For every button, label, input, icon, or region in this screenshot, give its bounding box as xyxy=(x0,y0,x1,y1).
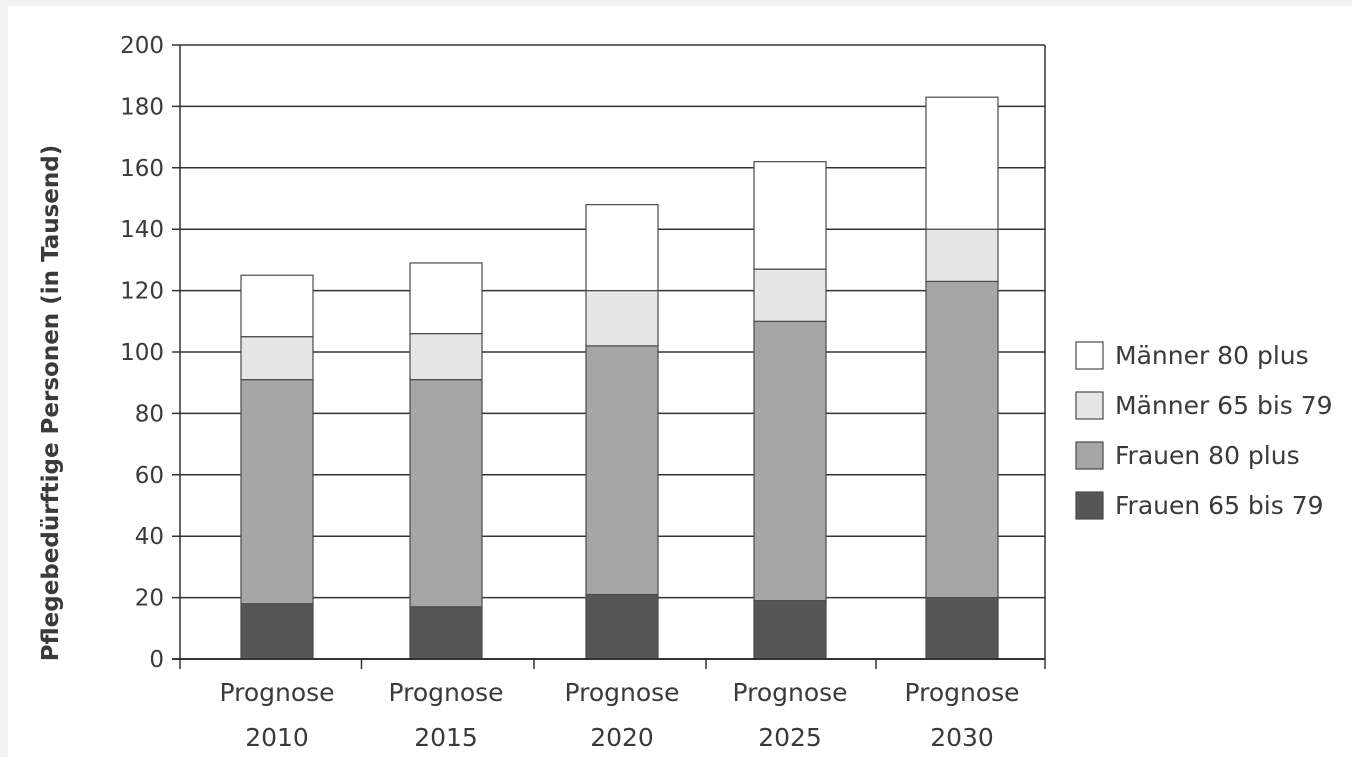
legend-label: Frauen 65 bis 79 xyxy=(1115,491,1324,520)
bar-segment xyxy=(753,268,827,322)
y-tick-label: 140 xyxy=(120,217,164,243)
y-tick-labels: 0 20 40 60 80 100 120 140 160 180 200 xyxy=(120,33,164,673)
bar-segment xyxy=(585,593,659,660)
legend-swatch xyxy=(1075,491,1104,520)
bar-segment xyxy=(925,280,999,599)
x-tick-label: Prognose xyxy=(904,678,1019,707)
bar-segment xyxy=(409,332,483,381)
legend-label: Männer 80 plus xyxy=(1115,341,1309,370)
bar-segment xyxy=(409,379,483,608)
x-tick-labels: Prognose 2010 Prognose 2015 Prognose 2020 Prog… xyxy=(219,678,1019,752)
y-axis-label: Pflegebedürftige Personen (in Tausend) xyxy=(38,145,64,661)
x-tick-label: Prognose xyxy=(564,678,679,707)
bar-segment xyxy=(585,345,659,596)
bar-segment xyxy=(925,96,999,230)
y-tick-label: 40 xyxy=(135,524,164,550)
bar-segment xyxy=(409,262,483,335)
y-tick-label: 180 xyxy=(120,94,164,120)
y-tick-label: 100 xyxy=(120,340,164,366)
legend: Männer 80 plus Männer 65 bis 79 Frauen 80 … xyxy=(1075,341,1333,520)
bar-segment xyxy=(585,290,659,347)
bar-segment xyxy=(240,274,314,338)
y-tick-label: 20 xyxy=(135,586,164,612)
y-tick-label: 120 xyxy=(120,279,164,305)
x-tick-label: 2020 xyxy=(590,723,654,752)
y-tick-label: 60 xyxy=(135,463,164,489)
legend-swatch xyxy=(1075,441,1104,470)
bar-segment xyxy=(925,228,999,282)
legend-label: Frauen 80 plus xyxy=(1115,441,1300,470)
x-tick-label: 2030 xyxy=(930,723,994,752)
y-tick-label: 0 xyxy=(149,647,164,673)
y-tick-label: 160 xyxy=(120,156,164,182)
bar-segment xyxy=(753,600,827,660)
x-tick-label: Prognose xyxy=(732,678,847,707)
chart-frame: 0 20 40 60 80 100 120 140 160 180 200 Prognose 2010… xyxy=(8,6,1352,757)
x-tick-label: 2025 xyxy=(758,723,822,752)
x-tick-label: Prognose xyxy=(219,678,334,707)
y-tick-label: 80 xyxy=(135,401,164,427)
stacked-bar-chart: 0 20 40 60 80 100 120 140 160 180 200 Prognose 2010… xyxy=(38,33,1333,752)
bar-segment xyxy=(409,606,483,660)
x-tick-label: 2015 xyxy=(414,723,478,752)
legend-label: Männer 65 bis 79 xyxy=(1115,391,1333,420)
bar-segment xyxy=(753,320,827,602)
bar-segment xyxy=(753,161,827,270)
bars xyxy=(240,96,999,660)
bar-segment xyxy=(240,379,314,605)
x-tick-label: 2010 xyxy=(245,723,309,752)
legend-swatch xyxy=(1075,341,1104,370)
x-tick-label: Prognose xyxy=(388,678,503,707)
y-tick-label: 200 xyxy=(120,33,164,59)
bar-segment xyxy=(240,603,314,660)
legend-swatch xyxy=(1075,391,1104,420)
bar-segment xyxy=(585,204,659,292)
bar-segment xyxy=(925,596,999,660)
bar-segment xyxy=(240,336,314,381)
axes xyxy=(172,45,1046,669)
